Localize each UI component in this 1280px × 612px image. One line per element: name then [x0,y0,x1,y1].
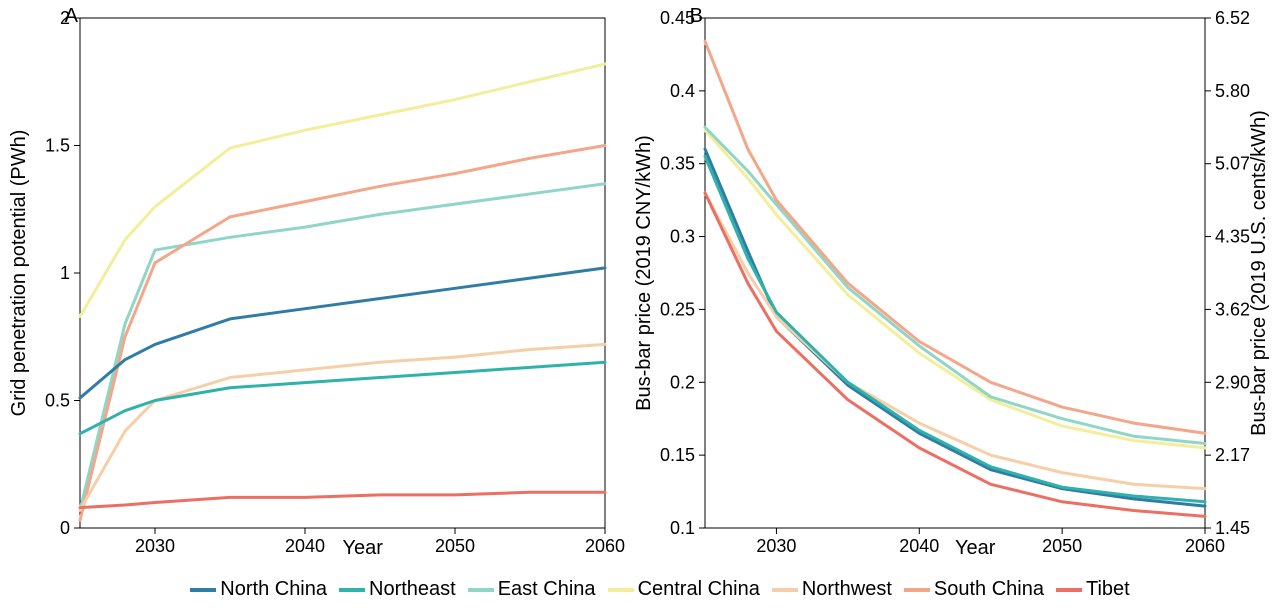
legend-label: Central China [638,578,760,601]
legend-label: Northwest [802,578,892,601]
series-south_china [80,146,605,521]
svg-text:5.80: 5.80 [1215,81,1250,101]
svg-text:0.15: 0.15 [660,445,695,465]
svg-text:2050: 2050 [1042,536,1082,556]
figure-svg: 2030204020502060Year00.511.52Grid penetr… [0,0,1280,612]
svg-text:0: 0 [60,518,70,538]
svg-text:Year: Year [343,537,384,559]
svg-text:2030: 2030 [135,536,175,556]
svg-text:0.5: 0.5 [45,391,70,411]
svg-text:Bus-bar price (2019 CNY/kWh): Bus-bar price (2019 CNY/kWh) [633,135,655,411]
series-tibet [705,193,1205,516]
svg-text:0.35: 0.35 [660,154,695,174]
legend-item-northeast: Northeast [339,578,456,601]
svg-text:0.1: 0.1 [670,518,695,538]
legend-label: Tibet [1086,578,1130,601]
svg-text:Bus-bar price (2019 U.S. cents: Bus-bar price (2019 U.S. cents/kWh) [1248,110,1270,436]
svg-text:2060: 2060 [585,536,625,556]
svg-text:Year: Year [955,537,996,559]
svg-text:6.52: 6.52 [1215,8,1250,28]
legend-swatch [1056,588,1082,592]
svg-text:1.5: 1.5 [45,136,70,156]
legend-swatch [339,588,365,592]
legend-swatch [468,588,494,592]
legend-item-north_china: North China [190,578,327,601]
svg-text:1.45: 1.45 [1215,518,1250,538]
legend-label: East China [498,578,596,601]
series-north_china [80,268,605,398]
series-northwest [80,344,605,510]
series-tibet [80,492,605,507]
svg-text:2.17: 2.17 [1215,445,1250,465]
legend-swatch [772,588,798,592]
legend-label: North China [220,578,327,601]
svg-text:5.07: 5.07 [1215,154,1250,174]
legend: North China Northeast East China Central Ch… [100,578,1220,601]
legend-item-northwest: Northwest [772,578,892,601]
legend-label: Northeast [369,578,456,601]
series-south_china [705,41,1205,433]
panel-label-B: B [690,5,703,27]
svg-text:2.90: 2.90 [1215,372,1250,392]
panel-label-A: A [65,5,79,27]
svg-text:0.25: 0.25 [660,299,695,319]
legend-item-central_china: Central China [608,578,760,601]
series-central_china [705,130,1205,448]
legend-item-east_china: East China [468,578,596,601]
svg-text:3.62: 3.62 [1215,299,1250,319]
svg-text:4.35: 4.35 [1215,227,1250,247]
legend-swatch [904,588,930,592]
svg-text:0.4: 0.4 [670,81,695,101]
svg-text:2050: 2050 [435,536,475,556]
legend-item-tibet: Tibet [1056,578,1130,601]
svg-text:0.3: 0.3 [670,227,695,247]
svg-text:2040: 2040 [899,536,939,556]
svg-text:0.2: 0.2 [670,372,695,392]
legend-label: South China [934,578,1044,601]
series-east_china [705,127,1205,443]
svg-text:1: 1 [60,263,70,283]
svg-text:2060: 2060 [1185,536,1225,556]
series-northwest [705,193,1205,489]
legend-swatch [190,588,216,592]
series-east_china [80,184,605,510]
svg-text:2030: 2030 [756,536,796,556]
legend-item-south_china: South China [904,578,1044,601]
svg-text:Grid penetration potential (PW: Grid penetration potential (PWh) [8,130,30,417]
svg-text:2040: 2040 [285,536,325,556]
legend-swatch [608,588,634,592]
